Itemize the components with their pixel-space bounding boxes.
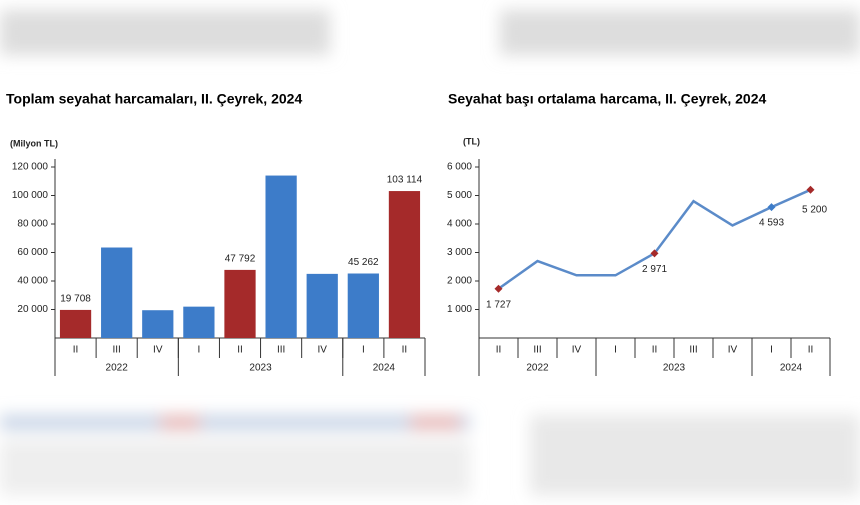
group-label: 2022: [526, 363, 549, 374]
data-label: 45 262: [348, 257, 379, 268]
x-tick-label: I: [197, 345, 200, 356]
chart-title: Seyahat başı ortalama harcama, II. Çeyre…: [448, 91, 767, 107]
data-label: 2 971: [642, 264, 667, 275]
x-tick-label: III: [689, 345, 697, 356]
x-tick-label: I: [614, 345, 617, 356]
marker: [806, 185, 815, 194]
x-tick-label: II: [652, 345, 658, 356]
bar: [101, 247, 133, 338]
marker: [767, 203, 776, 212]
x-tick-label: III: [533, 345, 541, 356]
data-label: 1 727: [486, 299, 511, 310]
x-tick-label: II: [73, 345, 79, 356]
bar: [306, 273, 338, 338]
marker: [494, 284, 503, 293]
y-tick-label: 40 000: [17, 276, 48, 287]
data-label: 19 708: [60, 294, 91, 305]
y-tick-label: 120 000: [12, 162, 49, 173]
x-tick-label: IV: [317, 345, 327, 356]
y-tick-label: 80 000: [17, 219, 48, 230]
chart-title: Toplam seyahat harcamaları, II. Çeyrek, …: [6, 91, 302, 107]
y-tick-label: 100 000: [12, 190, 49, 201]
y-tick-label: 6 000: [447, 162, 472, 173]
y-axis-label: (Milyon TL): [10, 138, 58, 148]
group-label: 2024: [373, 363, 396, 374]
data-label: 4 593: [759, 218, 784, 229]
bar: [183, 306, 215, 338]
x-tick-label: IV: [572, 345, 582, 356]
bar: [224, 269, 256, 338]
y-tick-label: 5 000: [447, 190, 472, 201]
group-label: 2023: [663, 363, 686, 374]
bar: [265, 175, 297, 338]
group-label: 2024: [780, 363, 803, 374]
y-tick-label: 4 000: [447, 219, 472, 230]
bar: [59, 309, 92, 338]
x-tick-label: III: [112, 345, 120, 356]
marker: [650, 249, 659, 258]
group-label: 2022: [106, 363, 129, 374]
x-tick-label: I: [770, 345, 773, 356]
x-tick-label: IV: [728, 345, 738, 356]
data-label: 5 200: [802, 204, 827, 215]
data-label: 47 792: [225, 254, 256, 265]
y-tick-label: 60 000: [17, 247, 48, 258]
y-tick-label: 1 000: [447, 304, 472, 315]
blurred-background: [0, 10, 860, 495]
bar: [347, 273, 379, 338]
y-tick-label: 20 000: [17, 304, 48, 315]
x-tick-label: II: [808, 345, 814, 356]
x-tick-label: II: [237, 345, 243, 356]
x-tick-label: IV: [153, 345, 163, 356]
x-tick-label: II: [402, 345, 408, 356]
group-label: 2023: [249, 363, 272, 374]
y-tick-label: 2 000: [447, 276, 472, 287]
x-tick-label: II: [496, 345, 502, 356]
bar: [142, 310, 174, 338]
bar: [388, 191, 421, 338]
y-axis-label: (TL): [463, 136, 480, 146]
x-tick-label: III: [277, 345, 285, 356]
x-tick-label: I: [362, 345, 365, 356]
data-label: 103 114: [387, 175, 423, 186]
y-tick-label: 3 000: [447, 247, 472, 258]
